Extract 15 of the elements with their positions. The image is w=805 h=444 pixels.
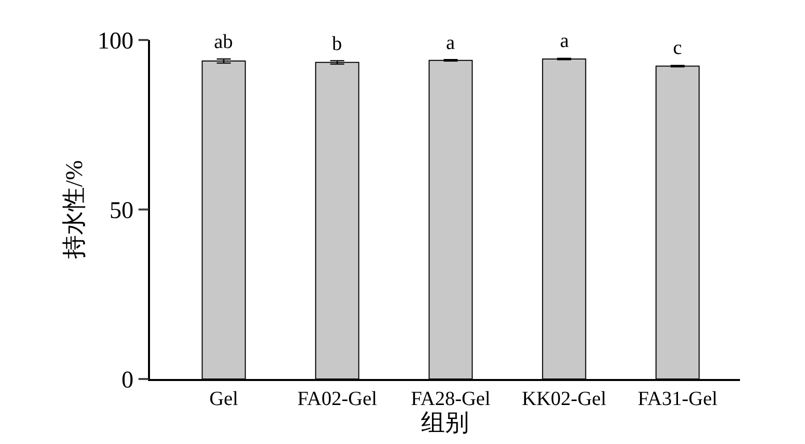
- y-tick-label: 50: [109, 198, 134, 224]
- x-tick-label: FA31-Gel: [638, 388, 718, 410]
- y-axis-title: 持水性/%: [62, 160, 88, 259]
- x-tick-label: FA28-Gel: [410, 388, 491, 410]
- x-axis-title: 组别: [421, 410, 469, 437]
- x-tick-label: FA02-Gel: [297, 388, 378, 410]
- annotation: c: [673, 37, 682, 59]
- y-tick-label: 0: [121, 367, 134, 394]
- annotation: b: [332, 33, 342, 55]
- annotation: ab: [214, 31, 233, 53]
- annotation: a: [446, 32, 455, 54]
- x-tick-label: KK02-Gel: [522, 388, 607, 410]
- annotation: a: [560, 30, 569, 52]
- y-tick-label: 100: [97, 28, 134, 54]
- x-tick-label: Gel: [209, 388, 239, 410]
